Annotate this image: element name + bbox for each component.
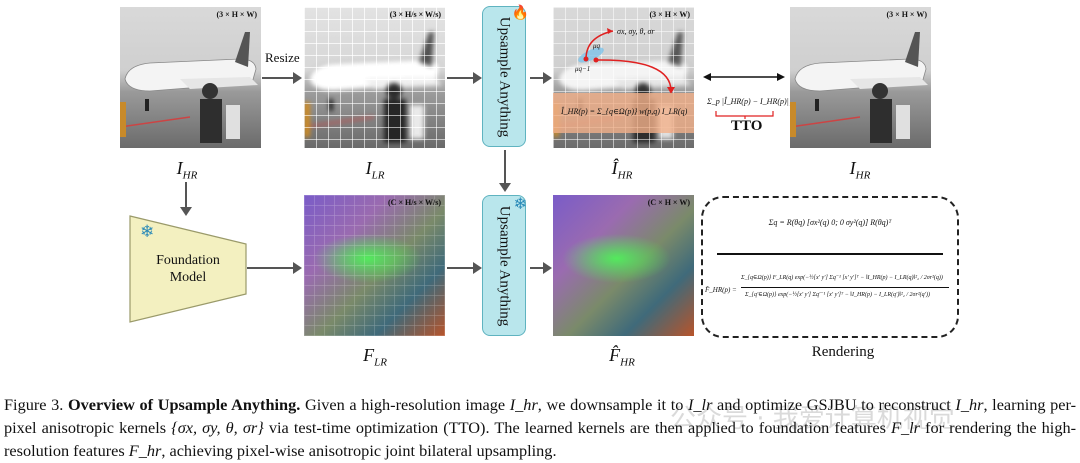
- upsample-anything-module-trainable: Upsample Anything 🔥: [482, 6, 529, 147]
- kernel-annotation: [553, 28, 694, 133]
- caption-text: , learning per-pixel anisotropic kernels: [4, 395, 1077, 437]
- tto-brace: [715, 111, 774, 119]
- render-eq-lhs: F̂_HR(p) =: [705, 286, 737, 294]
- resize-arrow: [262, 72, 302, 84]
- arrow-to-upsample-bottom: [447, 262, 482, 274]
- render-eq-denominator: Σ_{q′∈Ω(p)} exp(−½[x′ y′] Σq′⁻¹ [x′ y′]ᵀ…: [745, 292, 930, 298]
- feat-hr-dim: (C × H × W): [647, 198, 690, 207]
- input-lr-label: ILR: [365, 158, 385, 182]
- caption-text: via test-time optimization (TTO). The le…: [263, 418, 892, 437]
- caption-math: {σx, σy, θ, σr}: [171, 418, 264, 437]
- upsample-module-label: Upsample Anything: [496, 16, 513, 137]
- arrow-to-foundation: [180, 182, 192, 216]
- feat-lr-label: FLR: [363, 345, 387, 369]
- mu-q-1: μq−1: [575, 65, 591, 73]
- caption-title: Overview of Upsample Anything.: [68, 395, 301, 414]
- output-hr-label: ÎHR: [611, 158, 633, 182]
- snowflake-icon: ❄: [140, 222, 155, 241]
- caption-text: for rendering the high-resolution featur…: [4, 418, 1077, 460]
- caption-text: , achieving pixel-wise anisotropic joint…: [161, 441, 557, 460]
- covariance-equation: Σq = R(θq) [σx²(q) 0; 0 σy²(q)] R(θq)ᵀ: [768, 218, 892, 227]
- tto-double-arrow: [703, 73, 785, 81]
- divider: [717, 253, 943, 255]
- caption-text: Given a high-resolution image: [300, 395, 510, 414]
- feat-hr-label: F̂HR: [609, 345, 635, 369]
- target-hr-image: (3 × H × W): [790, 7, 931, 148]
- caption-math: F_hr: [128, 441, 162, 460]
- feat-lr-dim: (C × H/s × W/s): [388, 198, 441, 207]
- caption-math: F_lr: [891, 418, 920, 437]
- rendering-label: Rendering: [811, 344, 875, 360]
- arrow-to-output: [530, 72, 552, 84]
- figure-caption: Figure 3. Overview of Upsample Anything.…: [4, 393, 1076, 462]
- arrow-to-upsample: [447, 72, 482, 84]
- output-hr-dim: (3 × H × W): [649, 10, 690, 19]
- watermark: 公众号 · 我爱计算机视觉: [670, 404, 955, 434]
- input-hr-dim: (3 × H × W): [216, 10, 257, 19]
- caption-math: I_hr: [955, 395, 984, 414]
- input-lr-dim: (3 × H/s × W/s): [389, 10, 441, 19]
- arrow-to-feat-lr: [247, 262, 302, 274]
- render-eq-numerator: Σ_{q∈Ω(p)} F_LR(q) exp(−½[x′ y′] Σq⁻¹ [x…: [741, 275, 943, 281]
- foundation-model-label: Foundation Model: [156, 253, 220, 285]
- resize-label: Resize: [265, 50, 300, 65]
- tto-label: TTO: [731, 118, 763, 134]
- rendering-box: Σq = R(θq) [σx²(q) 0; 0 σy²(q)] R(θq)ᵀ F…: [701, 196, 959, 338]
- caption-math: I_hr: [509, 395, 538, 414]
- upsample-anything-module-frozen: Upsample Anything ❄: [482, 195, 527, 336]
- caption-text: , we downsample it to: [537, 395, 688, 414]
- kernel-params: σx, σy, θ, σr: [617, 27, 655, 36]
- arrow-to-feat-hr: [530, 262, 552, 274]
- reconstructed-hr-image: (3 × H × W) σx, σy, θ, σr μq μq−1 Î_HR(p…: [553, 7, 694, 148]
- caption-prefix: Figure 3.: [4, 395, 64, 414]
- target-hr-label: IHR: [849, 158, 871, 182]
- caption-text: and optimize GSJBU to reconstruct: [712, 395, 956, 414]
- snowflake-icon: ❄: [513, 196, 527, 213]
- caption-math: I_lr: [688, 395, 713, 414]
- input-hr-label: IHR: [176, 158, 198, 182]
- upsample-module-label-bottom: Upsample Anything: [496, 205, 513, 326]
- kernel-transfer-arrow: [499, 150, 511, 192]
- fraction-bar: [741, 287, 949, 288]
- feat-hr-image: (C × H × W): [553, 195, 694, 336]
- target-hr-dim: (3 × H × W): [886, 10, 927, 19]
- airplane-photo-target: [790, 31, 929, 144]
- foundation-model-block: [129, 215, 247, 323]
- input-hr-image: (3 × H × W): [120, 7, 261, 148]
- feat-lr-image: (C × H/s × W/s): [304, 195, 445, 336]
- loss-equation: Σ_p |Î_HR(p) − I_HR(p)|₁: [707, 97, 792, 106]
- reconstruction-equation: Î_HR(p) = Σ_{q∈Ω(p)} w(p,q) I_LR(q): [561, 107, 688, 116]
- airplane-photo: [120, 31, 259, 144]
- fire-icon: 🔥: [511, 6, 529, 21]
- input-lr-image: (3 × H/s × W/s): [304, 7, 445, 148]
- mu-q: μq: [593, 42, 601, 50]
